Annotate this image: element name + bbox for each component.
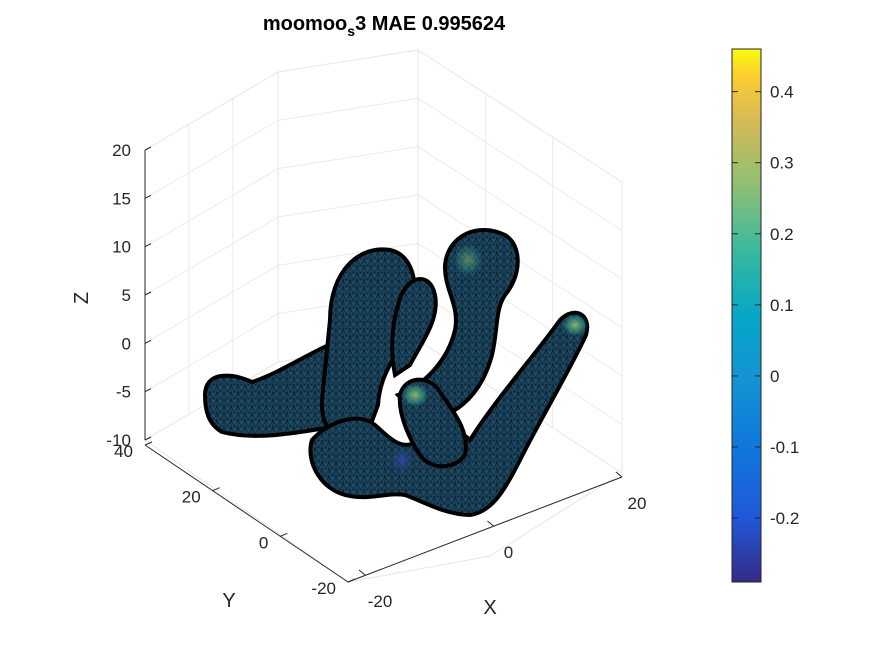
z-tick-label: 0 [122, 334, 131, 353]
colorbar-tick-label: 0.4 [770, 83, 794, 102]
y-axis-label: Y [222, 590, 235, 612]
z-gridline [144, 146, 623, 280]
x-axis-label: X [483, 597, 496, 619]
surface-coldspot [388, 444, 416, 476]
z-tick-label: -5 [116, 383, 131, 402]
y-tick-label: 40 [114, 442, 133, 461]
surface-right-hook [394, 228, 520, 423]
z-ticks: 20 15 10 5 0 -5 -10 [106, 141, 152, 450]
z-tick-label: 5 [122, 286, 131, 305]
y-tick-mark [144, 441, 153, 446]
title-prefix: moomoo [263, 13, 347, 35]
x-ticks: -20 0 20 [358, 471, 647, 611]
z-gridline [144, 194, 623, 328]
surface-hotspot-1 [561, 313, 589, 337]
x-axis-line [347, 476, 623, 583]
z-tick-mark [144, 388, 152, 393]
x-tick-mark [358, 569, 366, 576]
x-tick-mark [615, 471, 623, 478]
chart-title: moomoos3 MAE 0.995624 [263, 13, 506, 39]
x-tick-mark [487, 520, 494, 527]
surface-hotspot-3 [452, 242, 484, 278]
z-tick-label: -10 [106, 431, 131, 450]
y-ticks: -20 0 20 40 [114, 441, 356, 598]
x-tick-label: 20 [628, 494, 647, 513]
z-tick-mark [144, 339, 152, 344]
y-tick-mark [347, 578, 356, 583]
y-tick-mark [212, 487, 220, 492]
z-tick-label: 10 [112, 238, 131, 257]
x-tick-label: -20 [368, 592, 393, 611]
z-gridline [144, 49, 623, 183]
z-tick-mark [144, 291, 152, 296]
y-tick-label: -20 [311, 579, 336, 598]
z-gridline [144, 97, 623, 231]
title-subscript: s [347, 23, 355, 39]
colorbar-tick-label: -0.1 [770, 438, 799, 457]
mesh-surface [202, 228, 590, 518]
y-axis-line [144, 444, 349, 583]
colorbar-ticks: 0.4 0.3 0.2 0.1 0 -0.1 -0.2 [732, 83, 799, 528]
x-tick-label: 0 [504, 543, 513, 562]
colorbar-tick-label: 0.3 [770, 154, 794, 173]
z-tick-mark [144, 146, 152, 151]
colorbar-tick-label: 0 [770, 367, 779, 386]
colorbar-gradient [731, 48, 762, 583]
title-suffix: 3 MAE 0.995624 [355, 13, 506, 35]
z-tick-mark [144, 436, 152, 441]
colorbar-tick-label: 0.1 [770, 296, 794, 315]
y-tick-label: 0 [259, 533, 268, 552]
z-tick-mark [144, 194, 152, 199]
z-tick-label: 15 [112, 189, 131, 208]
colorbar-tick-label: -0.2 [770, 509, 799, 528]
z-tick-label: 20 [112, 141, 131, 160]
y-tick-label: 20 [182, 488, 201, 507]
z-gridline [144, 242, 623, 377]
z-axis-label: Z [71, 292, 93, 304]
colorbar: 0.4 0.3 0.2 0.1 0 -0.1 -0.2 [731, 48, 799, 583]
colorbar-tick-label: 0.2 [770, 225, 794, 244]
y-tick-mark [280, 532, 288, 537]
surface-back-loop-2 [390, 277, 438, 379]
surface-hotspot-2 [400, 382, 430, 408]
z-tick-mark [144, 243, 152, 248]
